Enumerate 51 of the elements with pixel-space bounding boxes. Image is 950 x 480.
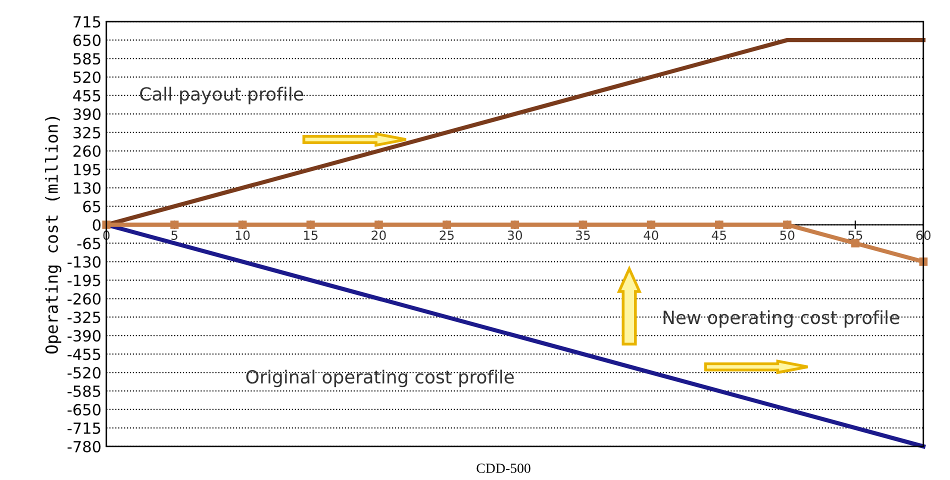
annotation: Call payout profile: [140, 86, 304, 104]
point: [306, 220, 315, 229]
y-tick-label: -520: [68, 366, 101, 379]
x-tick-label: 5: [171, 230, 178, 240]
y-tick-label: -65: [77, 238, 100, 250]
point: [783, 220, 792, 229]
y-tick-label: -455: [68, 348, 100, 360]
point: [714, 220, 724, 229]
y-tick-label: -715: [68, 422, 100, 434]
point: [578, 220, 588, 229]
y-tick-label: -195: [68, 274, 100, 286]
x-tick-label: 30: [508, 230, 522, 240]
x-tick-label: 25: [440, 230, 454, 240]
y-tick-label: -780: [68, 440, 101, 452]
point: [102, 220, 111, 229]
y-tick-label: -390: [68, 330, 101, 342]
x-tick-label: 50: [780, 230, 794, 240]
point: [510, 220, 520, 229]
x-tick-label: 20: [372, 230, 386, 240]
x-axis-title: CDD-500: [476, 464, 530, 473]
y-tick-label: 585: [74, 53, 100, 65]
x-tick-label: 15: [304, 230, 318, 240]
y-tick-label: -130: [68, 256, 101, 268]
y-tick-label: 650: [73, 34, 101, 46]
y-tick-label: 130: [74, 182, 101, 194]
y-tick-label: 520: [74, 71, 101, 84]
annotation: New operating cost profile: [664, 310, 900, 328]
y-axis-title: Operating cost (million): [44, 117, 62, 354]
x-tick-label: 40: [644, 230, 658, 240]
point: [442, 220, 451, 229]
y-tick-label: 0: [92, 219, 101, 231]
y-tick-label: 715: [74, 16, 100, 28]
y-tick-label: 260: [73, 145, 101, 157]
y-tick-label: -325: [68, 312, 100, 324]
point: [170, 220, 179, 229]
annotation: Original operating cost profile: [246, 370, 514, 388]
point: [646, 220, 656, 229]
y-tick-label: -650: [68, 404, 101, 416]
x-tick-label: 45: [712, 230, 726, 240]
x-tick-label: 35: [576, 230, 590, 240]
point: [374, 220, 383, 229]
y-tick-label: -585: [68, 385, 100, 398]
point: [238, 220, 247, 229]
y-tick-label: -260: [68, 293, 101, 305]
x-tick-label: 55: [848, 230, 862, 240]
y-tick-label: 195: [74, 164, 100, 176]
y-tick-label: 325: [74, 126, 100, 138]
y-tick-label: 455: [73, 90, 100, 102]
x-tick-label: 10: [236, 230, 250, 240]
y-tick-label: 390: [74, 108, 101, 120]
y-tick-label: 65: [83, 200, 100, 212]
